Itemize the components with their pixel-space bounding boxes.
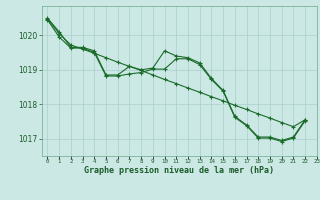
X-axis label: Graphe pression niveau de la mer (hPa): Graphe pression niveau de la mer (hPa) [84, 166, 274, 175]
